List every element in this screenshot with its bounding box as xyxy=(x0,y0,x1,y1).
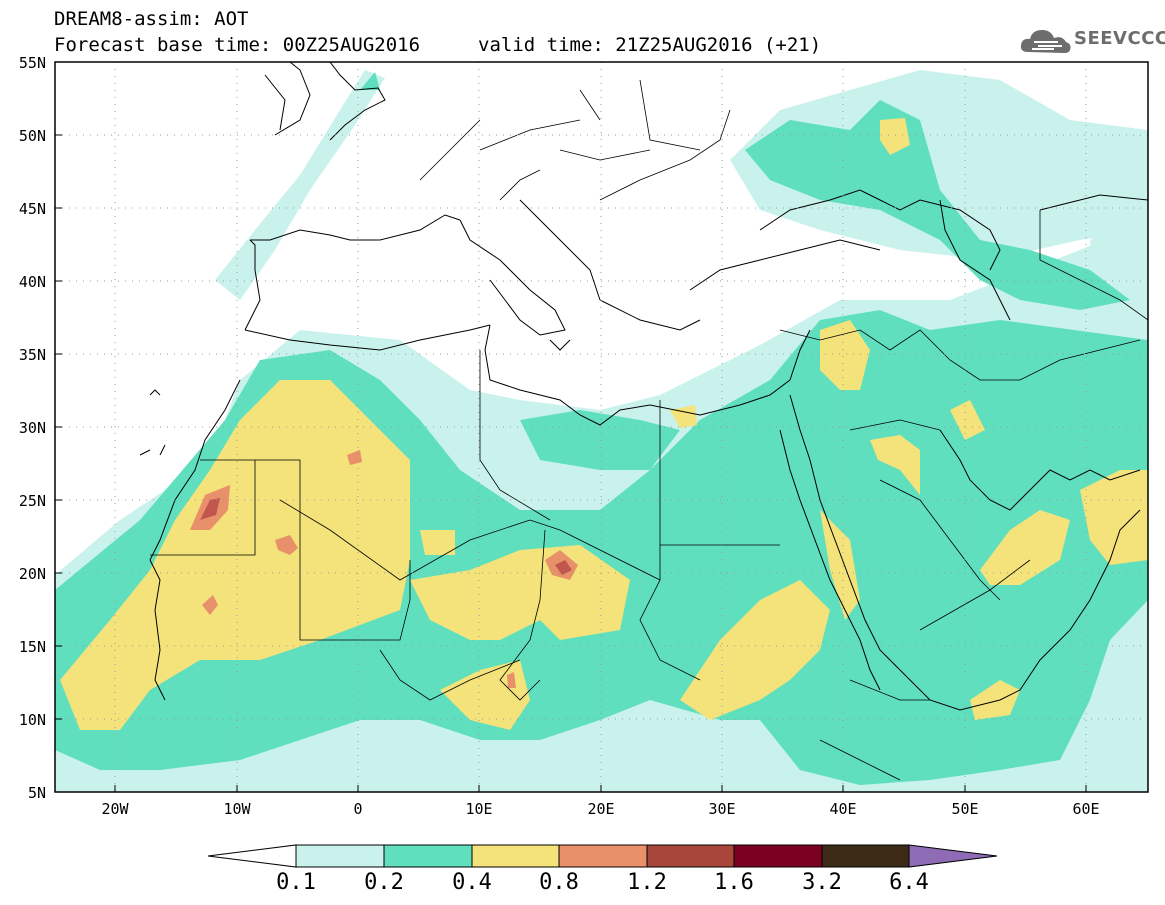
lon-label-0: 0 xyxy=(353,800,363,818)
lon-label-20W: 20W xyxy=(101,800,129,818)
seevccc-logo: SEEVCCC xyxy=(1018,22,1165,62)
lat-label-15N: 15N xyxy=(18,638,46,656)
lat-label-10N: 10N xyxy=(18,711,46,729)
colorbar-high-arrow xyxy=(908,844,998,868)
lon-label-60E: 60E xyxy=(1072,800,1100,818)
lon-label-10E: 10E xyxy=(465,800,493,818)
lon-label-50E: 50E xyxy=(951,800,979,818)
colorbar-label-0.8: 0.8 xyxy=(539,870,579,895)
logo-text: SEEVCCC xyxy=(1074,28,1165,49)
colorbar-label-0.2: 0.2 xyxy=(364,870,404,895)
colorbar-bin-1.2 xyxy=(646,844,735,868)
graticule xyxy=(55,62,1148,792)
coastlines xyxy=(139,62,1148,711)
colorbar xyxy=(207,844,998,868)
colorbar-bin-0.8 xyxy=(558,844,648,868)
aot-level-1.2 xyxy=(200,498,572,575)
axis-ticks xyxy=(55,134,1087,792)
base-time-label: Forecast base time: 00Z25AUG2016 xyxy=(54,34,421,56)
aot-field xyxy=(55,70,1148,792)
forecast-time-line: Forecast base time: 00Z25AUG2016 valid ti… xyxy=(54,34,821,56)
cloud-icon xyxy=(1020,30,1071,53)
chart-title: DREAM8-assim: AOT xyxy=(54,8,249,30)
lat-label-55N: 55N xyxy=(18,54,46,72)
colorbar-label-3.2: 3.2 xyxy=(802,870,842,895)
colorbar-bin-0.4 xyxy=(471,844,560,868)
colorbar-label-0.1: 0.1 xyxy=(276,870,316,895)
lon-label-30E: 30E xyxy=(708,800,736,818)
country-borders xyxy=(150,79,1148,781)
colorbar-bin-1.6 xyxy=(733,844,823,868)
colorbar-label-0.4: 0.4 xyxy=(452,870,492,895)
lat-label-20N: 20N xyxy=(18,565,46,583)
colorbar-label-1.2: 1.2 xyxy=(627,870,667,895)
lat-label-50N: 50N xyxy=(18,127,46,145)
lat-label-40N: 40N xyxy=(18,273,46,291)
lon-label-10W: 10W xyxy=(223,800,251,818)
colorbar-bin-3.2 xyxy=(821,844,910,868)
lat-label-5N: 5N xyxy=(27,784,46,802)
lat-label-30N: 30N xyxy=(18,419,46,437)
valid-time-label: valid time: 21Z25AUG2016 (+21) xyxy=(478,34,822,56)
colorbar-bin-0.1 xyxy=(295,844,385,868)
lat-label-35N: 35N xyxy=(18,346,46,364)
lon-label-20E: 20E xyxy=(587,800,615,818)
lat-label-45N: 45N xyxy=(18,200,46,218)
lat-label-25N: 25N xyxy=(18,492,46,510)
lon-label-40E: 40E xyxy=(829,800,857,818)
colorbar-bin-0.2 xyxy=(383,844,473,868)
colorbar-low-arrow xyxy=(207,844,297,868)
colorbar-label-1.6: 1.6 xyxy=(714,870,754,895)
colorbar-label-6.4: 6.4 xyxy=(889,870,929,895)
